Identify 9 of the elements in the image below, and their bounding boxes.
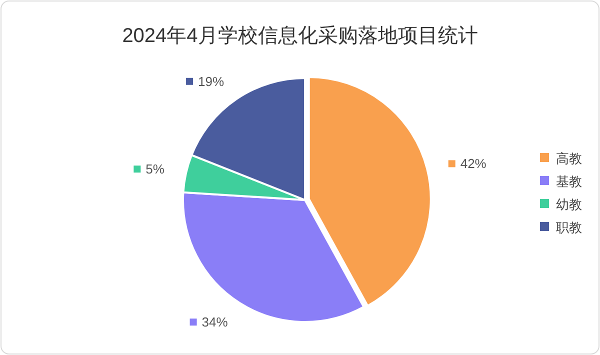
data-label: 34% xyxy=(202,314,228,330)
data-label: 42% xyxy=(460,156,487,172)
data-label: 19% xyxy=(198,74,224,89)
data-label: 5% xyxy=(146,162,165,177)
legend-label: 基教 xyxy=(556,174,582,189)
legend-label: 幼教 xyxy=(556,197,582,212)
legend-label: 职教 xyxy=(556,220,582,235)
legend-label: 高教 xyxy=(556,151,582,166)
title: 2024年4月学校信息化采购落地项目统计 xyxy=(122,25,478,47)
